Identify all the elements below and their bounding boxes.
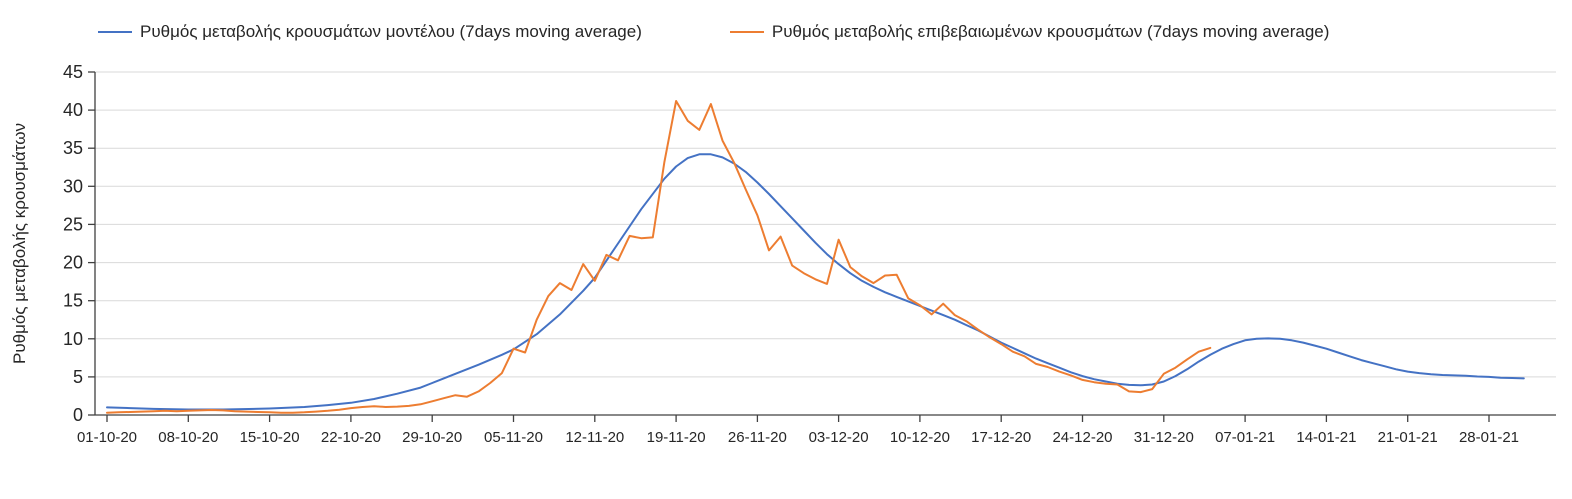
x-tick-label: 24-12-20 [1052,429,1112,446]
y-tick-label: 20 [63,253,83,273]
x-tick-label: 15-10-20 [240,429,300,446]
y-tick-label: 25 [63,214,83,234]
x-tick-label: 14-01-21 [1296,429,1356,446]
legend-item-model: Ρυθμός μεταβολής κρουσμάτων μοντέλου (7d… [98,22,642,42]
legend-item-confirmed: Ρυθμός μεταβολής επιβεβαιωμένων κρουσμάτ… [729,22,1330,42]
x-tick-label: 01-10-20 [77,429,137,446]
y-tick-label: 30 [63,176,83,196]
x-tick-label: 07-01-21 [1215,429,1275,446]
legend-line-swatch-confirmed [729,31,764,33]
x-tick-label: 08-10-20 [158,429,218,446]
x-tick-label: 26-11-20 [728,429,787,446]
x-tick-label: 28-01-21 [1459,429,1519,446]
x-tick-label: 05-11-20 [484,429,543,446]
x-tick-label: 31-12-20 [1134,429,1194,446]
y-tick-label: 35 [63,138,83,158]
y-tick-label: 0 [73,405,83,425]
y-tick-label: 5 [73,367,83,387]
y-tick-label: 40 [63,100,83,120]
y-tick-label: 45 [63,62,83,82]
series-line-1 [106,100,1212,414]
chart-svg: 0 5 10 15 20 25 30 35 40 45 01-10-20 08-10-20 15-10-… [63,62,1556,446]
x-tick-label: 10-12-20 [890,429,950,446]
x-tick-label: 19-11-20 [647,429,706,446]
legend-label-confirmed: Ρυθμός μεταβολής επιβεβαιωμένων κρουσμάτ… [771,22,1330,41]
x-tick-label: 22-10-20 [321,429,381,446]
y-tick-label: 15 [63,291,83,311]
legend-label-model: Ρυθμός μεταβολής κρουσμάτων μοντέλου (7d… [140,22,642,41]
x-tick-label: 12-11-20 [565,429,624,446]
x-tick-label: 17-12-20 [971,429,1031,446]
x-tick-label: 29-10-20 [402,429,462,446]
series-line-0 [106,153,1525,411]
chart-legend: Ρυθμός μεταβολής κρουσμάτων μοντέλου (7d… [98,22,1329,42]
x-tick-label: 03-12-20 [809,429,869,446]
y-tick-label: 10 [63,329,83,349]
x-tick-label: 21-01-21 [1378,429,1438,446]
legend-line-swatch-model [98,31,132,33]
